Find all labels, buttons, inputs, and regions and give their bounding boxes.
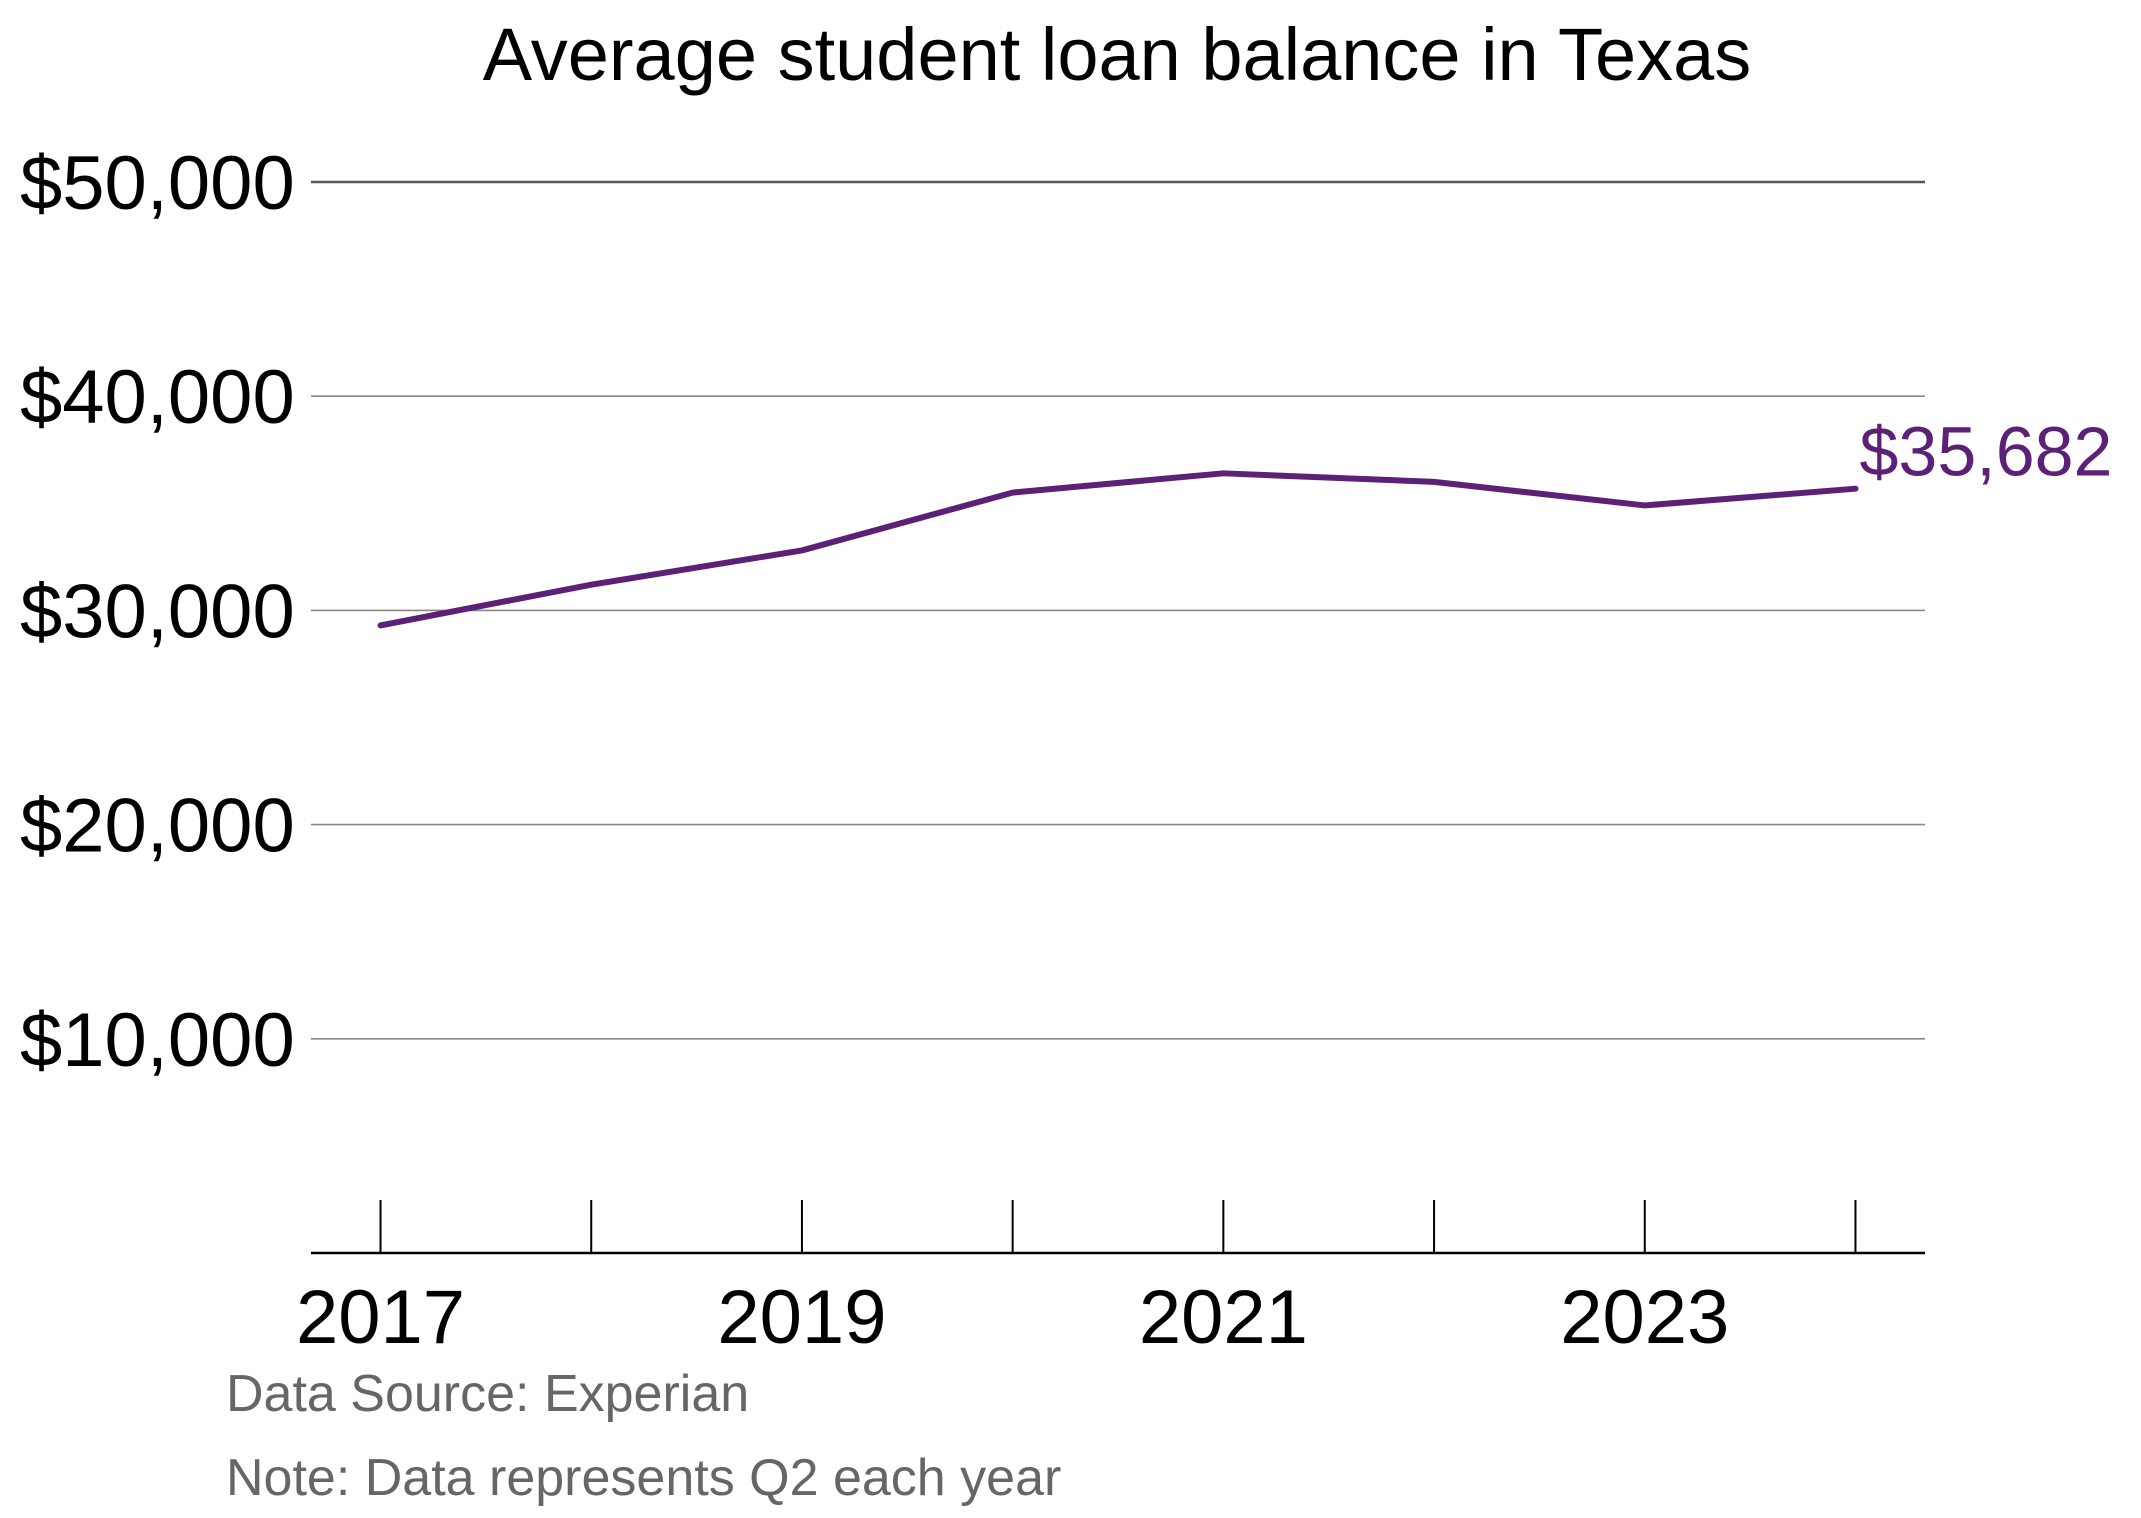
y-tick-label: $30,000 [20, 569, 295, 654]
chart-title: Average student loan balance in Texas [483, 13, 1752, 96]
data-source-note: Data Source: Experian [226, 1365, 749, 1423]
x-tick-label: 2019 [717, 1275, 886, 1360]
y-tick-label: $10,000 [20, 998, 295, 1083]
x-tick-label: 2021 [1139, 1275, 1308, 1360]
y-axis-tick-labels: $10,000 $20,000 $30,000 $40,000 $50,000 [20, 141, 295, 1083]
y-tick-label: $50,000 [20, 141, 295, 226]
gridlines [311, 180, 1925, 1040]
x-tick-label: 2023 [1560, 1275, 1729, 1360]
data-note: Note: Data represents Q2 each year [226, 1449, 1061, 1507]
x-tick-label: 2017 [296, 1275, 465, 1360]
series-line [377, 470, 1859, 629]
x-axis [311, 1200, 1925, 1255]
y-tick-label: $40,000 [20, 355, 295, 440]
end-value-label: $35,682 [1859, 413, 2112, 491]
x-axis-tick-labels: 2017 2019 2021 2023 [296, 1275, 1729, 1360]
y-tick-label: $20,000 [20, 784, 295, 869]
series [377, 470, 1859, 629]
